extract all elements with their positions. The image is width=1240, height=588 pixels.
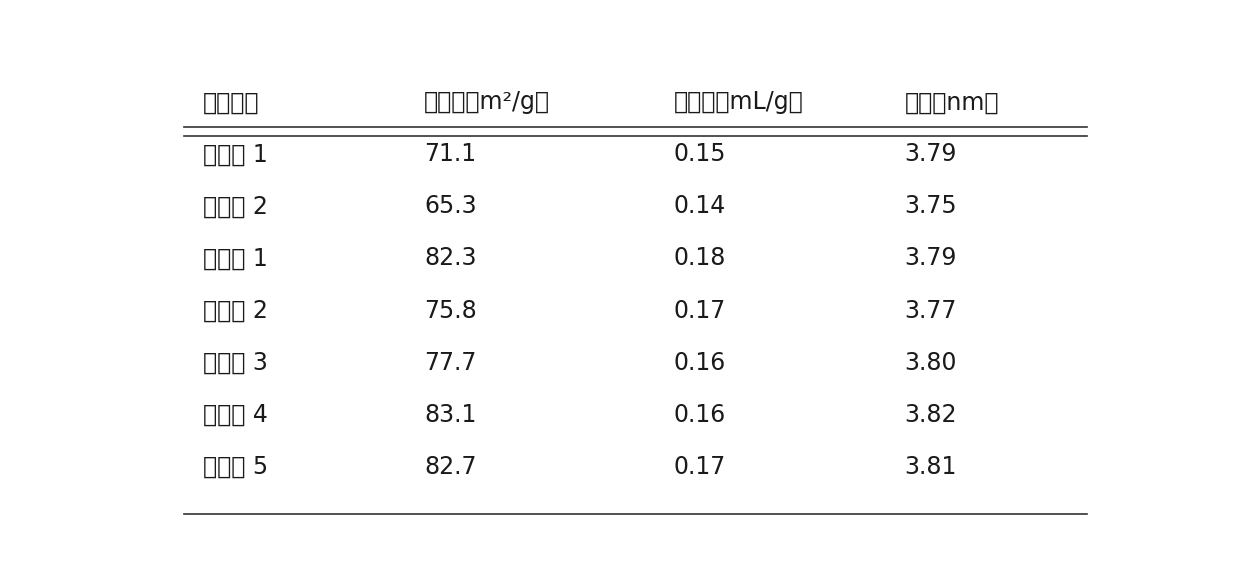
Text: 3.80: 3.80: [905, 350, 957, 375]
Text: 实施例 5: 实施例 5: [203, 455, 268, 479]
Text: 孔体积（mL/g）: 孔体积（mL/g）: [675, 90, 804, 114]
Text: 65.3: 65.3: [424, 195, 476, 218]
Text: 82.3: 82.3: [424, 246, 476, 270]
Text: 3.81: 3.81: [905, 455, 957, 479]
Text: 77.7: 77.7: [424, 350, 476, 375]
Text: 75.8: 75.8: [424, 299, 477, 323]
Text: 3.77: 3.77: [905, 299, 957, 323]
Text: 实施例 2: 实施例 2: [203, 299, 268, 323]
Text: 83.1: 83.1: [424, 403, 476, 427]
Text: 对比例 2: 对比例 2: [203, 195, 268, 218]
Text: 3.79: 3.79: [905, 246, 957, 270]
Text: 样品名称: 样品名称: [203, 90, 259, 114]
Text: 71.1: 71.1: [424, 142, 476, 166]
Text: 比表面（m²/g）: 比表面（m²/g）: [424, 90, 551, 114]
Text: 孔径（nm）: 孔径（nm）: [905, 90, 999, 114]
Text: 0.17: 0.17: [675, 299, 727, 323]
Text: 3.82: 3.82: [905, 403, 957, 427]
Text: 0.18: 0.18: [675, 246, 727, 270]
Text: 0.17: 0.17: [675, 455, 727, 479]
Text: 0.16: 0.16: [675, 350, 727, 375]
Text: 3.79: 3.79: [905, 142, 957, 166]
Text: 3.75: 3.75: [905, 195, 957, 218]
Text: 实施例 4: 实施例 4: [203, 403, 268, 427]
Text: 实施例 3: 实施例 3: [203, 350, 268, 375]
Text: 对比例 1: 对比例 1: [203, 142, 268, 166]
Text: 0.16: 0.16: [675, 403, 727, 427]
Text: 0.14: 0.14: [675, 195, 727, 218]
Text: 实施例 1: 实施例 1: [203, 246, 268, 270]
Text: 82.7: 82.7: [424, 455, 476, 479]
Text: 0.15: 0.15: [675, 142, 727, 166]
